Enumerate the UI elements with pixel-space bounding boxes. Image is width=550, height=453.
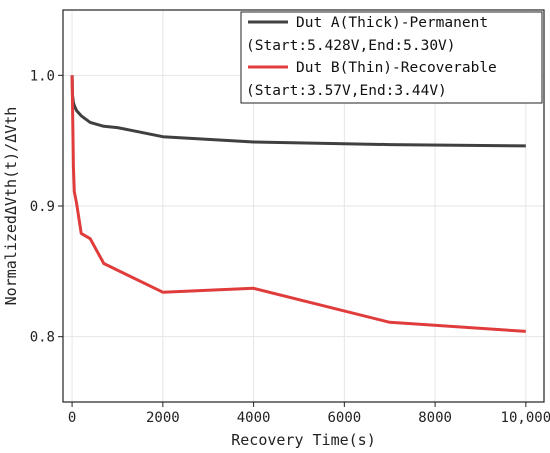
- y-tick-label: 1.0: [30, 68, 55, 84]
- series-line-dut-b: [70, 75, 526, 333]
- legend: Dut A(Thick)-Permanent (Start:5.428V,End…: [240, 11, 543, 104]
- x-tick-label: 2000: [146, 410, 180, 426]
- series-lines: [70, 75, 526, 333]
- y-axis-title: NormalizedΔVth(t)/ΔVth: [2, 107, 20, 306]
- x-tick-label: 6000: [327, 410, 361, 426]
- legend-sublabel-dut-a: (Start:5.428V,End:5.30V): [246, 38, 456, 54]
- legend-box: [240, 11, 543, 104]
- legend-sublabel-dut-b: (Start:3.57V,End:3.44V): [246, 83, 447, 99]
- y-tick-label: 0.8: [30, 330, 55, 346]
- x-tick-label: 0: [68, 410, 76, 426]
- x-tick-label: 4000: [237, 410, 271, 426]
- axis-ticks: 0 2000 4000 6000 8000 10,000 0.8 0.9 1.0: [30, 68, 550, 426]
- x-tick-label: 8000: [418, 410, 452, 426]
- legend-label-dut-a: Dut A(Thick)-Permanent: [296, 15, 488, 31]
- x-tick-label: 10,000: [501, 410, 550, 426]
- x-axis-title: Recovery Time(s): [231, 431, 376, 449]
- legend-label-dut-b: Dut B(Thin)-Recoverable: [296, 60, 497, 76]
- y-tick-label: 0.9: [30, 199, 55, 215]
